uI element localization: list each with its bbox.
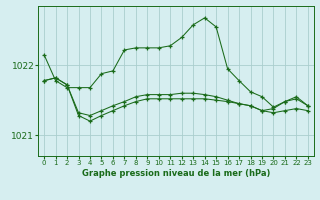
X-axis label: Graphe pression niveau de la mer (hPa): Graphe pression niveau de la mer (hPa)	[82, 169, 270, 178]
